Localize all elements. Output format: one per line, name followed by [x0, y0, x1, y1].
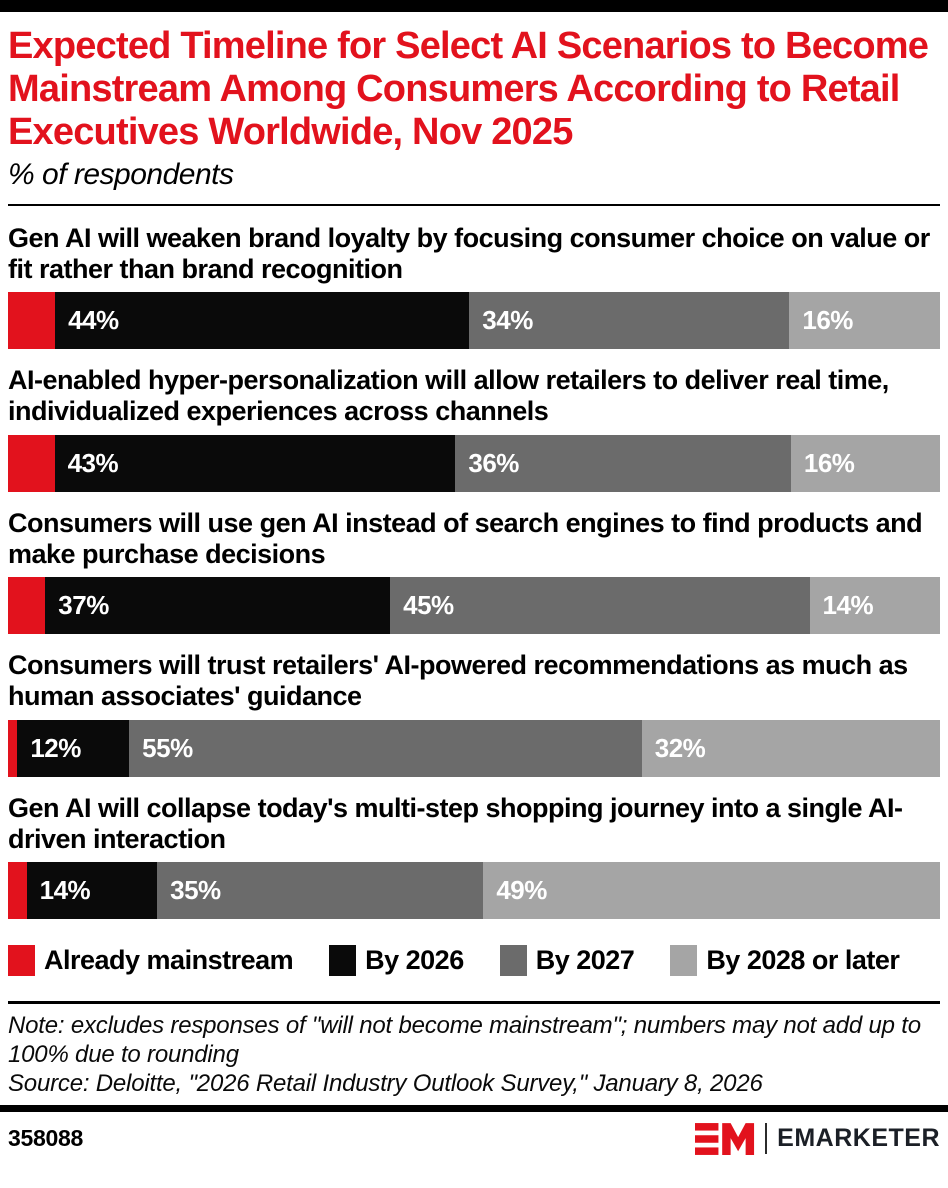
bar-segment [8, 862, 27, 920]
legend-item: Already mainstream [8, 945, 294, 977]
footer: 358088 EMARKETER [0, 1112, 948, 1157]
bar-segment-value: 12% [30, 732, 81, 763]
em-logo-icon [695, 1122, 755, 1155]
legend-swatch [8, 945, 35, 977]
legend-swatch [670, 945, 698, 977]
bar-segment: 45% [390, 577, 810, 635]
legend-item: By 2027 [499, 945, 635, 977]
legend-label: By 2027 [535, 945, 635, 976]
bar-segment: 32% [641, 719, 940, 777]
bar-segment: 12% [17, 719, 130, 777]
legend-item: By 2026 [329, 945, 464, 977]
bar-segment: 16% [789, 292, 940, 350]
bar-segment: 35% [157, 862, 484, 920]
bar-row-label: Consumers will use gen AI instead of sea… [8, 507, 923, 569]
bar-segment: 34% [469, 292, 790, 350]
bar-segment [8, 719, 18, 777]
top-border-bar [0, 0, 948, 12]
bar-segment [8, 434, 55, 492]
bar-segment-value: 35% [170, 875, 221, 906]
emarketer-logo: EMARKETER [695, 1121, 940, 1157]
legend-swatch [499, 945, 527, 977]
footnote-divider [8, 1001, 940, 1005]
header-divider [8, 203, 940, 206]
bar-segment-value: 43% [67, 447, 119, 478]
chart-rows: Gen AI will weaken brand loyalty by focu… [0, 223, 948, 920]
bar-segment: 43% [54, 434, 456, 492]
bar-segment-value: 16% [802, 305, 853, 336]
legend-label: By 2026 [365, 945, 464, 976]
bar-segment: 14% [26, 862, 158, 920]
bar-segment-value: 36% [468, 447, 519, 478]
legend-label: Already mainstream [44, 945, 294, 976]
stacked-bar: 43% 36% 16% [8, 434, 940, 492]
bar-segment [8, 577, 46, 635]
bar-segment-value: 49% [496, 875, 547, 906]
bar-segment-value: 45% [403, 590, 454, 621]
bar-segment-value: 44% [68, 305, 119, 336]
bar-segment: 44% [55, 292, 470, 350]
bar-segment-value: 14% [822, 590, 874, 621]
stacked-bar: 12% 55% 32% [8, 719, 940, 777]
bar-segment-value: 55% [142, 732, 193, 763]
bar-row-label: Gen AI will weaken brand loyalty by focu… [8, 222, 930, 284]
bar-segment: 49% [483, 862, 941, 920]
bar-segment-value: 16% [803, 447, 855, 478]
stacked-bar: 14% 35% 49% [8, 862, 941, 920]
bar-segment-value: 37% [58, 590, 109, 621]
bar-segment: 14% [809, 577, 941, 635]
bar-row-label: AI-enabled hyper-personalization will al… [8, 365, 889, 427]
bar-segment: 36% [455, 434, 791, 492]
bar-segment [8, 292, 56, 350]
bar-segment: 16% [790, 434, 940, 492]
legend-item: By 2028 or later [670, 945, 900, 977]
bar-segment-value: 34% [482, 305, 533, 336]
chart-title: Expected Timeline for Select AI Scenario… [8, 25, 929, 153]
chart-note: Note: excludes responses of "will not be… [8, 1012, 921, 1069]
brand-name: EMARKETER [777, 1124, 940, 1153]
bar-segment-value: 32% [654, 732, 706, 763]
chart-source: Source: Deloitte, "2026 Retail Industry … [8, 1070, 763, 1098]
chart-legend: Already mainstream By 2026 By 2027 By 2028 … [8, 945, 940, 977]
logo-separator [765, 1123, 768, 1155]
bar-segment: 37% [45, 577, 391, 635]
bar-row-label: Consumers will trust retailers' AI-power… [8, 650, 908, 712]
stacked-bar: 44% 34% 16% [8, 292, 940, 350]
bottom-border-bar [0, 1104, 948, 1112]
legend-label: By 2028 or later [706, 945, 900, 976]
stacked-bar: 37% 45% 14% [8, 577, 941, 635]
chart-subtitle: % of respondents [8, 157, 234, 191]
bar-segment: 55% [129, 719, 642, 777]
legend-swatch [329, 945, 357, 977]
chart-id: 358088 [8, 1125, 83, 1152]
bar-segment-value: 14% [39, 875, 91, 906]
bar-row-label: Gen AI will collapse today's multi-step … [8, 792, 903, 854]
